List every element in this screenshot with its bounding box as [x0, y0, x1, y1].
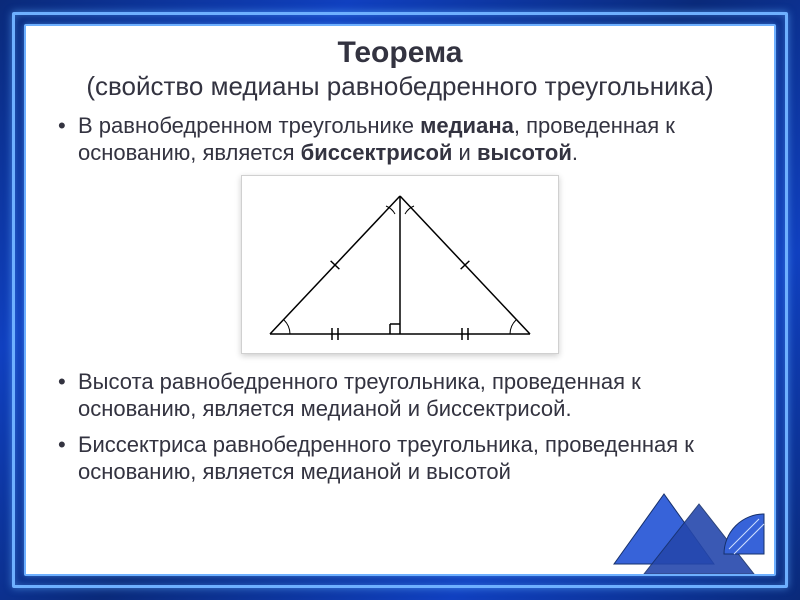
bullet-list: Высота равнобедренного треугольника, про…: [52, 368, 748, 486]
text-run: и: [452, 140, 477, 165]
text-run: .: [572, 140, 578, 165]
triangle-svg: [250, 184, 550, 344]
text-bold: биссектрисой: [301, 140, 453, 165]
slide-title: Теорема: [52, 36, 748, 70]
triangle-figure: [241, 175, 559, 354]
text-bold: высотой: [477, 140, 572, 165]
content-panel: Теорема (свойство медианы равнобедренног…: [24, 24, 776, 576]
slide-subtitle: (свойство медианы равнобедренного треуго…: [52, 72, 748, 102]
figure-container: [52, 175, 748, 354]
bullet-list: В равнобедренном треугольнике медиана, п…: [52, 112, 748, 167]
text-bold: медиана: [420, 113, 514, 138]
bullet-item: Высота равнобедренного треугольника, про…: [56, 368, 748, 423]
bullet-item: В равнобедренном треугольнике медиана, п…: [56, 112, 748, 167]
text-run: В равнобедренном треугольнике: [78, 113, 420, 138]
bullet-item: Биссектриса равнобедренного треугольника…: [56, 431, 748, 486]
